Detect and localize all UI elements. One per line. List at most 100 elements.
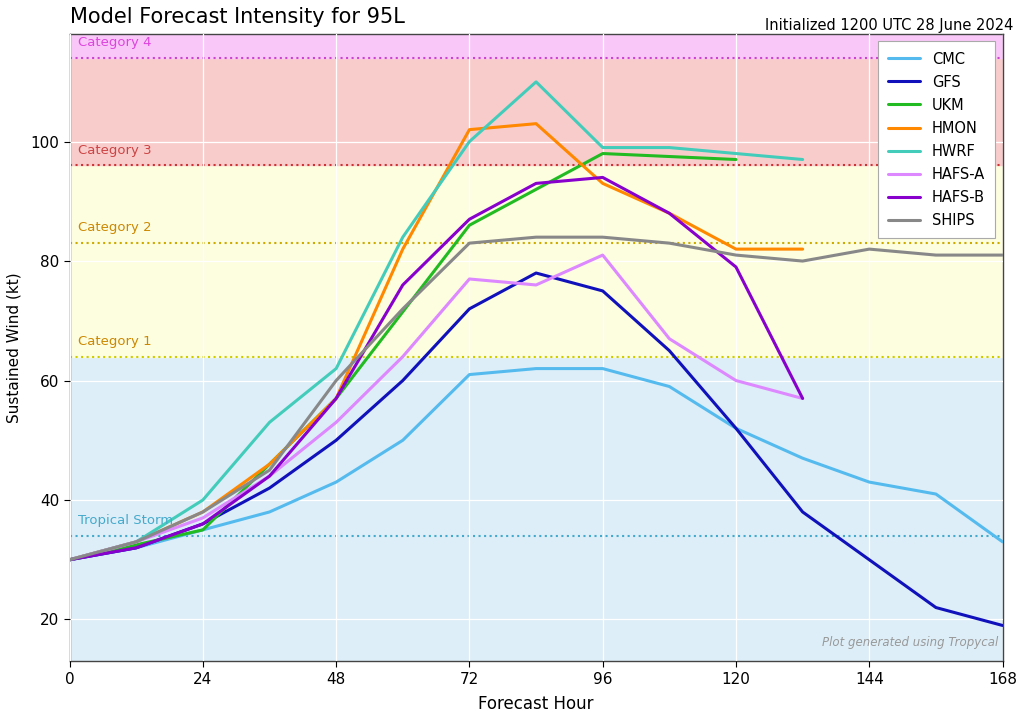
GFS [197, 520, 209, 528]
HMON [63, 555, 76, 564]
Y-axis label: Sustained Wind (kt): Sustained Wind (kt) [7, 272, 22, 423]
HAFS-B [664, 209, 676, 217]
Text: Category 3: Category 3 [78, 143, 152, 156]
SHIPS [597, 233, 609, 241]
HAFS-A [263, 472, 275, 480]
Text: Category 2: Category 2 [78, 221, 152, 234]
UKM [197, 526, 209, 534]
HAFS-A [597, 251, 609, 259]
Bar [70, 58, 1002, 166]
GFS [130, 544, 142, 552]
SHIPS [130, 538, 142, 546]
Line: HAFS-A: HAFS-A [70, 255, 803, 559]
SHIPS [797, 257, 809, 266]
HAFS-A [330, 418, 342, 427]
GFS [597, 287, 609, 295]
HAFS-B [597, 173, 609, 181]
HMON [797, 245, 809, 253]
HWRF [797, 156, 809, 164]
GFS [664, 346, 676, 355]
CMC [597, 364, 609, 373]
CMC [197, 526, 209, 534]
Line: CMC: CMC [70, 369, 1002, 559]
HAFS-B [529, 179, 542, 188]
HWRF [330, 364, 342, 373]
HMON [730, 245, 742, 253]
CMC [797, 454, 809, 462]
Line: SHIPS: SHIPS [70, 237, 1002, 559]
SHIPS [930, 251, 942, 259]
Bar [70, 166, 1002, 356]
Line: HMON: HMON [70, 124, 803, 559]
HAFS-A [797, 394, 809, 402]
SHIPS [529, 233, 542, 241]
GFS [63, 555, 76, 564]
CMC [330, 478, 342, 487]
GFS [930, 603, 942, 612]
HAFS-A [730, 377, 742, 385]
Line: HAFS-B: HAFS-B [70, 177, 803, 559]
Legend: CMC, GFS, UKM, HMON, HWRF, HAFS-A, HAFS-B, SHIPS: CMC, GFS, UKM, HMON, HWRF, HAFS-A, HAFS-… [878, 41, 995, 238]
HWRF [63, 555, 76, 564]
Line: GFS: GFS [70, 273, 1002, 626]
CMC [730, 424, 742, 433]
HAFS-A [63, 555, 76, 564]
UKM [730, 156, 742, 164]
HAFS-A [130, 538, 142, 546]
SHIPS [664, 239, 676, 248]
Text: Tropical Storm: Tropical Storm [78, 514, 173, 527]
HWRF [597, 143, 609, 152]
HAFS-A [463, 274, 475, 283]
HAFS-A [664, 334, 676, 343]
HAFS-B [63, 555, 76, 564]
SHIPS [730, 251, 742, 259]
UKM [597, 149, 609, 158]
CMC [664, 382, 676, 391]
SHIPS [996, 251, 1009, 259]
HAFS-A [529, 281, 542, 289]
HAFS-B [330, 394, 342, 402]
SHIPS [396, 305, 409, 313]
HMON [597, 179, 609, 188]
CMC [863, 478, 876, 487]
HWRF [529, 78, 542, 86]
Text: Initialized 1200 UTC 28 June 2024: Initialized 1200 UTC 28 June 2024 [765, 18, 1014, 33]
HMON [396, 245, 409, 253]
HWRF [130, 538, 142, 546]
HMON [263, 460, 275, 469]
HAFS-B [797, 394, 809, 402]
Text: Plot generated using Tropycal: Plot generated using Tropycal [821, 636, 998, 649]
CMC [263, 508, 275, 516]
UKM [63, 555, 76, 564]
HWRF [263, 418, 275, 427]
Line: UKM: UKM [70, 153, 736, 559]
HAFS-B [730, 263, 742, 271]
CMC [396, 436, 409, 444]
Text: Category 1: Category 1 [78, 335, 152, 348]
GFS [996, 621, 1009, 630]
GFS [263, 484, 275, 492]
HAFS-A [396, 352, 409, 361]
HWRF [197, 495, 209, 504]
CMC [930, 490, 942, 498]
X-axis label: Forecast Hour: Forecast Hour [478, 695, 594, 713]
HMON [664, 209, 676, 217]
HAFS-B [130, 544, 142, 552]
HMON [330, 394, 342, 402]
HWRF [396, 233, 409, 241]
GFS [330, 436, 342, 444]
Text: Category 4: Category 4 [78, 36, 152, 49]
CMC [63, 555, 76, 564]
HMON [197, 508, 209, 516]
CMC [996, 538, 1009, 546]
HWRF [730, 149, 742, 158]
Text: Model Forecast Intensity for 95L: Model Forecast Intensity for 95L [70, 7, 404, 27]
HWRF [664, 143, 676, 152]
UKM [463, 221, 475, 230]
HWRF [463, 138, 475, 146]
CMC [463, 370, 475, 379]
HAFS-A [197, 513, 209, 522]
HAFS-B [396, 281, 409, 289]
Bar [70, 34, 1002, 58]
HMON [130, 538, 142, 546]
